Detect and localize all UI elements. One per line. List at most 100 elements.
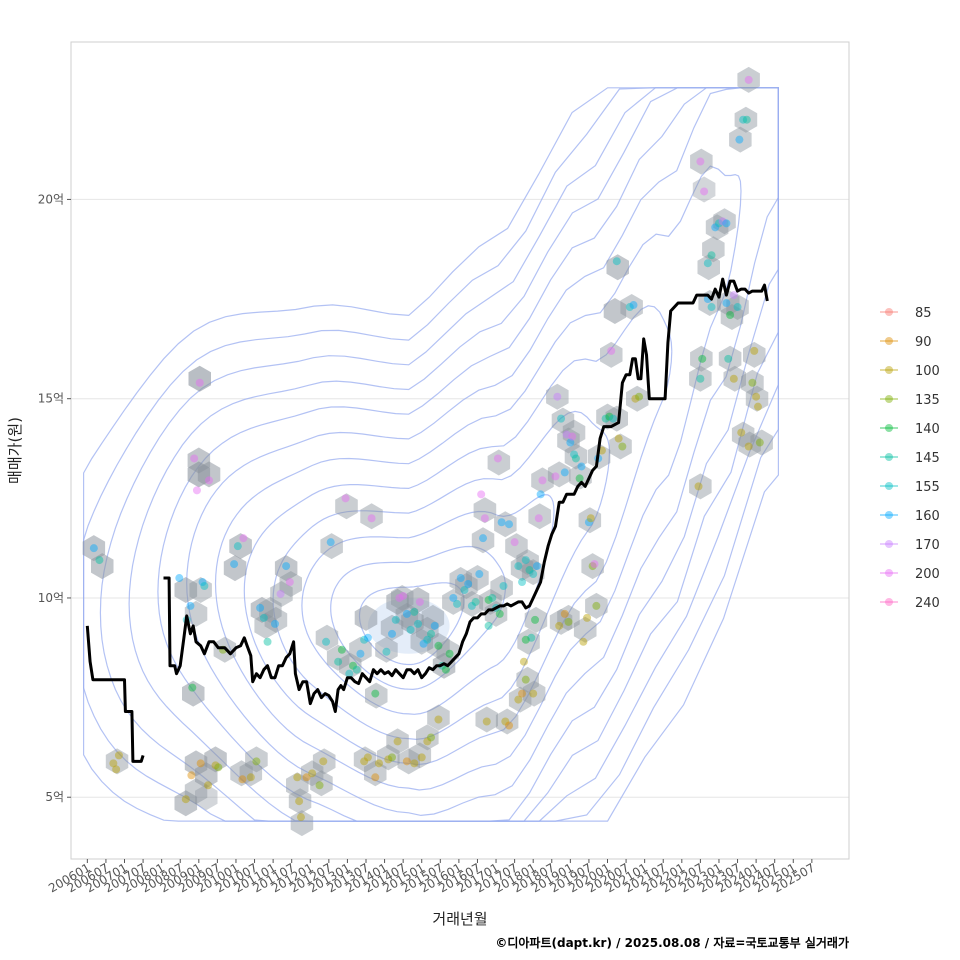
hexbin [697,254,720,281]
legend-item: 170 [880,538,940,553]
scatter-point [635,392,644,401]
scatter-point [742,115,751,124]
scatter-point [752,392,761,401]
hexbin [505,533,528,560]
scatter-point [703,259,712,268]
legend-item: 240 [880,596,940,611]
hexbin [377,744,400,771]
scatter-point [562,430,571,439]
scatter-point [410,759,419,768]
hexbin [718,345,742,372]
density-contour [128,87,779,822]
scatter-point [341,494,350,503]
hexbin [364,760,387,787]
hexbin [737,66,760,93]
density-contour [214,165,742,791]
hexbin [270,581,293,607]
hexbin [245,746,268,773]
scatter-point [175,574,184,583]
hexbin [197,461,221,488]
hexbin [578,507,602,534]
scatter-point [527,633,536,642]
scatter-point [445,649,454,658]
scatter-point [553,392,562,401]
scatter-point [518,578,527,587]
scatter-points [89,75,764,822]
hexbin [82,535,106,562]
hexbin [432,652,456,679]
hexbin [326,644,350,671]
legend-item: 145 [880,451,940,466]
scatter-point [356,649,365,658]
hexbin [455,573,478,599]
hexbin [335,493,358,520]
hexbin [416,616,439,643]
hexbin [606,254,629,281]
hexbin [460,590,484,617]
density-contour [83,87,779,822]
scatter-point [256,603,265,612]
density-contour [157,87,779,822]
scatter-point [577,462,586,471]
scatter-point [348,661,357,670]
density-contour [83,87,779,822]
scatter-point [564,617,573,626]
hexbin [410,628,433,655]
legend-item: 155 [880,480,940,495]
legend-item: 100 [880,364,940,379]
scatter-point [360,757,369,766]
hexbin [729,126,752,153]
hexbin [524,606,548,633]
hexbin [508,686,532,713]
scatter-point [259,613,268,622]
scatter-point [480,514,489,523]
scatter-point [391,615,400,624]
scatter-point [360,635,369,644]
hexbin [557,604,580,631]
scatter-point [205,476,214,485]
scatter-point [488,593,497,602]
hexbin [547,461,571,488]
scatter-point [319,757,328,766]
scatter-point [495,609,504,618]
hexbin [596,403,619,430]
scatter-point [560,609,569,618]
legend-label: 90 [915,335,932,350]
hexbin [689,365,712,392]
hexbin [690,148,713,175]
hexbin [449,567,472,593]
y-tick-label: 5억 [45,790,64,804]
hexbin [516,549,539,576]
hexbin [564,443,588,470]
plot-panel-border [70,41,850,860]
scatter-point [605,412,614,421]
scatter-point [382,647,391,656]
hexbin [189,577,212,603]
legend-label: 145 [915,451,940,466]
scatter-point [609,414,618,423]
scatter-point [625,303,634,312]
hexbin [521,559,545,586]
hexbin [375,636,398,663]
legend-key-point [885,395,893,403]
scatter-point [233,542,242,551]
hexbin [600,341,623,368]
scatter-point [467,601,476,610]
median-line-segment [85,625,145,763]
scatter-point [460,585,469,594]
hexbin [397,748,420,775]
scatter-point [190,454,199,463]
scatter-point [748,378,757,387]
scatter-point [737,428,746,437]
scatter-point [188,683,197,692]
scatter-point [588,562,597,571]
scatter-point [735,135,744,144]
hexbin [310,770,333,797]
scatter-point [601,414,610,423]
gridlines [71,198,849,798]
hexbin [626,385,649,412]
hexbin [743,341,766,368]
scatter-point [475,570,484,579]
hexbin [690,345,713,372]
scatter-point [696,157,705,166]
